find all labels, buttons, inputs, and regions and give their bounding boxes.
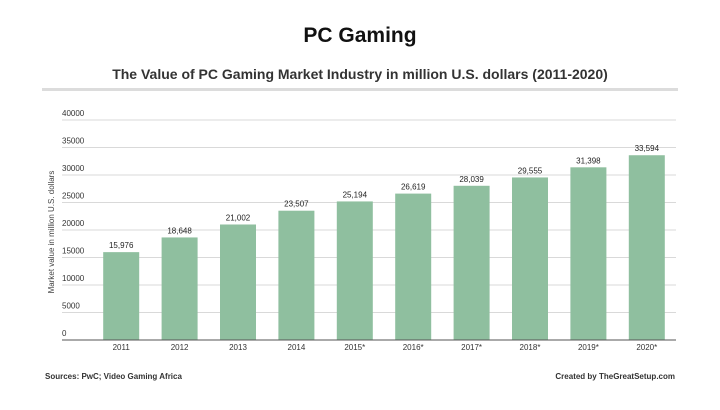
x-tick-label: 2015* xyxy=(344,343,365,352)
x-tick-label: 2011 xyxy=(113,343,131,352)
bar-2014 xyxy=(278,210,315,340)
data-label: 26,619 xyxy=(401,183,426,192)
x-tick-label: 2017* xyxy=(461,343,482,352)
x-tick-label: 2018* xyxy=(520,343,541,352)
bar-2017-est xyxy=(453,185,490,340)
data-label: 18,648 xyxy=(167,226,192,235)
title-divider xyxy=(42,88,678,91)
bar-2012 xyxy=(161,237,198,340)
y-tick-label: 5000 xyxy=(62,302,80,311)
x-tick-label: 2012 xyxy=(171,343,189,352)
data-label: 21,002 xyxy=(226,213,251,222)
y-axis-label: Market value in million U.S. dollars xyxy=(47,171,56,294)
sources-note: Sources: PwC; Video Gaming Africa xyxy=(45,372,182,381)
bar-2013 xyxy=(220,224,256,340)
x-tick-label: 2014 xyxy=(288,343,306,352)
bar-2016-est xyxy=(395,193,432,340)
credit-note: Created by TheGreatSetup.com xyxy=(555,372,675,381)
x-tick-label: 2019* xyxy=(578,343,599,352)
y-tick-label: 25000 xyxy=(62,192,85,201)
data-label: 15,976 xyxy=(109,241,134,250)
y-tick-label: 15000 xyxy=(62,247,85,256)
bar-2018-est xyxy=(512,177,548,340)
y-tick-label: 35000 xyxy=(62,137,85,146)
y-tick-label: 40000 xyxy=(62,109,85,118)
x-tick-label: 2016* xyxy=(403,343,424,352)
data-label: 31,398 xyxy=(576,156,601,165)
bar-2019-est xyxy=(570,167,607,340)
y-tick-label: 10000 xyxy=(62,274,85,283)
y-tick-label: 0 xyxy=(62,329,67,338)
data-label: 25,194 xyxy=(343,190,368,199)
chart-title: PC Gaming xyxy=(303,24,417,47)
x-tick-label: 2020* xyxy=(636,343,657,352)
data-label: 28,039 xyxy=(459,175,484,184)
chart-subtitle: The Value of PC Gaming Market Industry i… xyxy=(112,66,608,82)
bar-2020-est xyxy=(628,155,665,340)
y-tick-label: 30000 xyxy=(62,164,85,173)
x-tick-label: 2013 xyxy=(229,343,247,352)
data-label: 23,507 xyxy=(284,200,309,209)
bar-2015-est xyxy=(336,201,373,340)
data-label: 29,555 xyxy=(518,166,543,175)
y-tick-label: 20000 xyxy=(62,219,85,228)
data-label: 33,594 xyxy=(635,144,660,153)
bar-2011 xyxy=(103,252,140,340)
